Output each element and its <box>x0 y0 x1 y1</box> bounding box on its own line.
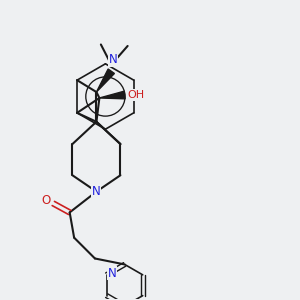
Text: N: N <box>92 185 101 198</box>
Text: OH: OH <box>128 90 145 100</box>
Text: O: O <box>41 194 50 207</box>
Polygon shape <box>96 69 114 92</box>
Text: N: N <box>108 53 117 66</box>
Polygon shape <box>99 91 125 99</box>
Text: N: N <box>108 267 116 280</box>
